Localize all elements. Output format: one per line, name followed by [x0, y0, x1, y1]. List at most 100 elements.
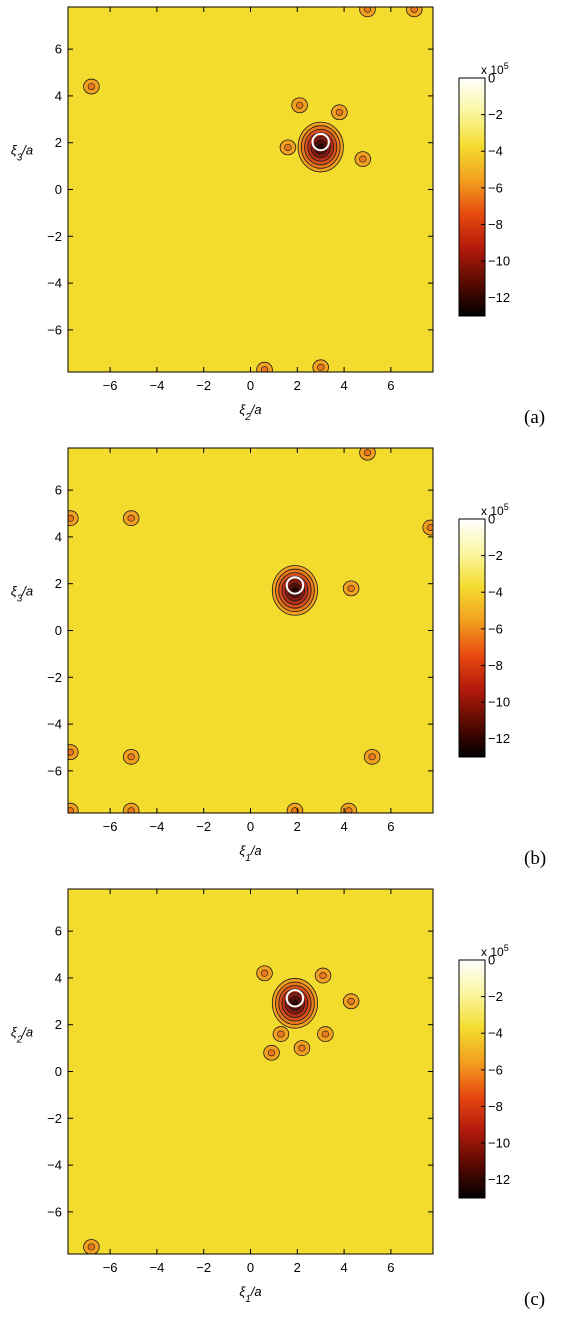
colorbar-tick-label: −6	[488, 1062, 503, 1077]
chart-svg: −6 −4 −2 0 2 4 6 6 4 2 0 −2 −4 −6 ξ1/a ξ2/a 0 −2 −4 −6 −8 −10…	[11, 888, 545, 1310]
colorbar-tick-label: −4	[488, 1026, 503, 1041]
x-axis-label: ξ2/a	[239, 402, 261, 423]
contour-lobe-core	[87, 83, 96, 90]
contour-lobe-core	[319, 972, 327, 980]
panel-label: (c)	[524, 1289, 545, 1310]
x-tick-label: 4	[340, 819, 347, 834]
x-tick-label: −4	[149, 819, 164, 834]
y-tick-label: −4	[47, 717, 62, 732]
y-tick-label: 4	[55, 88, 62, 103]
y-tick-label: 0	[55, 623, 62, 638]
x-axis-label: ξ1/a	[239, 843, 261, 864]
panel-b: −6 −4 −2 0 2 4 6 6 4 2 0 −2 −4 −6 ξ1/a ξ3/a 0 −2 −4 −6 −8 −10…	[0, 441, 564, 882]
colorbar-exponent: x 105	[481, 61, 509, 77]
x-tick-label: −2	[196, 819, 211, 834]
colorbar-tick-label: −2	[488, 107, 503, 122]
colorbar-tick-label: −8	[488, 1099, 503, 1114]
x-tick-label: 4	[340, 1260, 347, 1275]
field-background	[68, 889, 433, 1254]
contour-lobe-core	[267, 1049, 276, 1057]
colorbar-tick-label: −10	[488, 254, 510, 269]
y-axis-label: ξ2/a	[11, 1024, 33, 1045]
y-tick-label: 0	[55, 182, 62, 197]
colorbar-tick-label: 0	[488, 512, 495, 527]
x-tick-label: 4	[340, 378, 347, 393]
y-axis-label: ξ3/a	[11, 142, 33, 163]
contour-lobe-core	[68, 748, 75, 756]
colorbar-tick-label: −4	[488, 144, 503, 159]
y-tick-label: −4	[47, 276, 62, 291]
colorbar	[458, 959, 486, 1199]
contour-lobe-core	[363, 7, 372, 13]
contour-lobe-core	[345, 807, 353, 813]
colorbar-tick-label: −2	[488, 548, 503, 563]
y-tick-label: −2	[47, 670, 62, 685]
contour-lobe-core	[298, 1044, 306, 1052]
contour-lobe-core	[87, 1243, 96, 1251]
x-tick-label: −6	[103, 819, 118, 834]
contour-lobe-core	[335, 108, 344, 116]
contour-lobe-core	[127, 753, 135, 761]
contour-lobe-core	[368, 753, 376, 761]
contour-lobe-core	[260, 366, 269, 372]
contour-lobe-core	[284, 143, 292, 151]
y-tick-label: −2	[47, 1111, 62, 1126]
contour-lobe-core	[68, 807, 75, 813]
x-tick-label: 6	[387, 1260, 394, 1275]
contour-lobe-core	[127, 514, 135, 522]
potential-well	[271, 978, 319, 1029]
y-tick-label: 2	[55, 576, 62, 591]
colorbar-tick-label: 0	[488, 953, 495, 968]
contour-lobe-core	[277, 1030, 285, 1038]
x-tick-label: 6	[387, 819, 394, 834]
chart-svg: −6 −4 −2 0 2 4 6 6 4 2 0 −2 −4 −6 ξ1/a ξ3/a 0 −2 −4 −6 −8 −10…	[11, 447, 546, 869]
target-marker	[285, 576, 305, 595]
colorbar-tick-label: 0	[488, 71, 495, 86]
x-tick-label: 0	[247, 819, 254, 834]
y-tick-label: 0	[55, 1064, 62, 1079]
x-tick-label: −4	[149, 1260, 164, 1275]
plot-area	[83, 7, 423, 372]
colorbar-tick-label: −12	[488, 290, 510, 305]
y-tick-label: −6	[47, 1204, 62, 1219]
y-tick-label: 4	[55, 529, 62, 544]
colorbar-tick-label: −8	[488, 217, 503, 232]
x-tick-label: −2	[196, 1260, 211, 1275]
x-tick-label: 2	[294, 1260, 301, 1275]
x-tick-label: −6	[103, 378, 118, 393]
y-tick-label: −6	[47, 322, 62, 337]
contour-lobe-core	[68, 514, 75, 522]
plot-area	[68, 448, 433, 813]
panel-a: −6 −4 −2 0 2 4 6 6 4 2 0 −2 −4 −6 ξ2/a ξ3/a 0 −2 −4 −6 −8 −10…	[0, 0, 564, 441]
panel-label: (b)	[524, 848, 546, 869]
x-tick-label: 6	[387, 378, 394, 393]
colorbar-tick-label: −6	[488, 180, 503, 195]
contour-lobe-core	[426, 524, 433, 531]
contour-lobe-core	[127, 807, 135, 813]
target-marker	[285, 989, 305, 1008]
y-tick-label: −6	[47, 763, 62, 778]
field-background	[68, 7, 433, 372]
x-tick-label: −4	[149, 378, 164, 393]
colorbar-exponent: x 105	[481, 943, 509, 959]
plot-area	[83, 965, 360, 1254]
y-tick-label: 6	[55, 483, 62, 498]
target-marker	[311, 132, 330, 152]
x-tick-label: 2	[294, 378, 301, 393]
y-tick-label: −2	[47, 229, 62, 244]
colorbar-tick-label: −6	[488, 621, 503, 636]
y-tick-label: 2	[55, 1017, 62, 1032]
y-tick-label: 4	[55, 970, 62, 985]
contour-lobe-core	[359, 155, 367, 163]
colorbar-tick-label: −4	[488, 585, 503, 600]
contour-lobe-core	[295, 101, 304, 109]
y-tick-label: 6	[55, 924, 62, 939]
colorbar-tick-label: −10	[488, 1136, 510, 1151]
contour-lobe-core	[260, 969, 269, 977]
y-tick-label: −4	[47, 1158, 62, 1173]
colorbar-tick-label: −12	[488, 731, 510, 746]
chart-svg: −6 −4 −2 0 2 4 6 6 4 2 0 −2 −4 −6 ξ2/a ξ3/a 0 −2 −4 −6 −8 −10…	[11, 6, 545, 428]
y-tick-label: 2	[55, 135, 62, 150]
x-tick-label: 0	[247, 378, 254, 393]
contour-lobe-core	[363, 449, 372, 457]
